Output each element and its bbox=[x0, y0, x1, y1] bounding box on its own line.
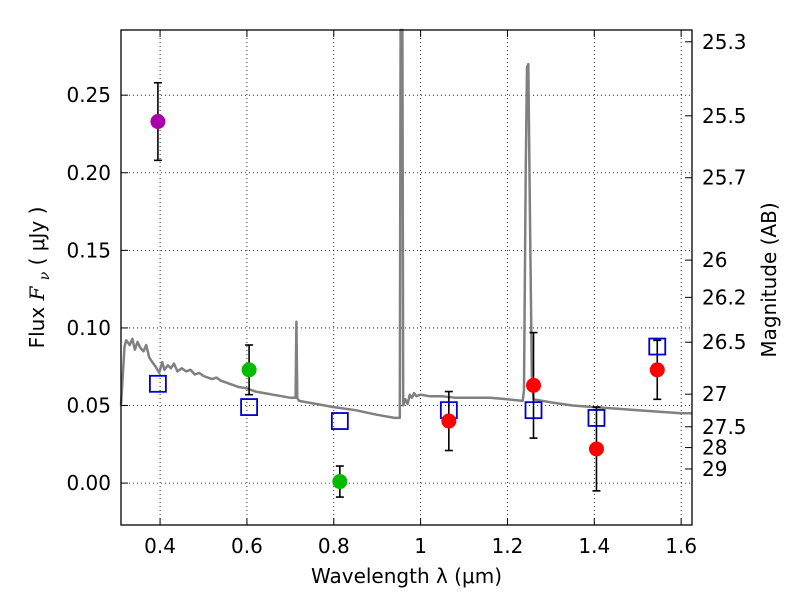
model-square-0 bbox=[149, 374, 167, 393]
axis-ticks: 0.4 0.6 0.8 1 1.2 1.4 1.6 0.00 0.05 0.10 0.15 0.20 0… bbox=[66, 30, 746, 558]
x-tick-label-1: 0.6 bbox=[231, 534, 263, 558]
model-square-5 bbox=[587, 409, 606, 427]
x-tick-label-0: 0.4 bbox=[144, 534, 176, 558]
y-tick-label-5: 0.25 bbox=[66, 83, 111, 107]
right-tick-label-4: 26.2 bbox=[702, 285, 747, 309]
y-tick-label-1: 0.05 bbox=[66, 394, 111, 418]
x-tick-label-2: 0.8 bbox=[318, 534, 350, 558]
observed-point-3 bbox=[441, 413, 457, 429]
observed-point-0 bbox=[150, 114, 166, 130]
y-axis-label-symbol: F bbox=[25, 285, 49, 301]
observed-point-4 bbox=[526, 377, 542, 393]
right-tick-label-9: 29 bbox=[702, 457, 727, 481]
observed-point-2 bbox=[332, 474, 348, 490]
right-tick-label-5: 26.5 bbox=[702, 330, 747, 354]
error-bars bbox=[153, 81, 662, 498]
right-tick-label-8: 28 bbox=[702, 436, 727, 460]
y-tick-label-4: 0.20 bbox=[66, 161, 111, 185]
x-tick-label-3: 1 bbox=[414, 534, 427, 558]
right-tick-label-7: 27.5 bbox=[702, 415, 747, 439]
y-tick-label-3: 0.15 bbox=[66, 238, 111, 262]
x-tick-label-6: 1.6 bbox=[665, 534, 697, 558]
y-tick-label-2: 0.10 bbox=[66, 316, 111, 340]
right-tick-label-3: 26 bbox=[702, 248, 727, 272]
y-tick-label-0: 0.00 bbox=[66, 471, 111, 495]
right-tick-label-0: 25.3 bbox=[702, 30, 747, 54]
plot-frame bbox=[120, 29, 693, 526]
x-tick-label-5: 1.4 bbox=[578, 534, 610, 558]
x-axis-label: Wavelength λ (μm) bbox=[311, 564, 502, 588]
model-square-2 bbox=[330, 412, 349, 430]
data-markers bbox=[149, 114, 667, 490]
y-axis-label-prefix: Flux bbox=[25, 300, 49, 348]
right-tick-label-6: 27 bbox=[702, 382, 727, 406]
observed-point-1 bbox=[241, 362, 257, 378]
model-spectrum-line bbox=[119, 28, 692, 420]
model-square-1 bbox=[240, 398, 258, 416]
model-square-4 bbox=[524, 401, 543, 420]
model-spectrum bbox=[119, 28, 692, 420]
right-tick-label-2: 25.7 bbox=[702, 166, 747, 190]
x-tick-label-4: 1.2 bbox=[492, 534, 524, 558]
y-axis-label-subscript: ν bbox=[37, 271, 53, 280]
y-axis-label-unit: ( μJy ) bbox=[25, 207, 49, 266]
right-tick-label-1: 25.5 bbox=[702, 104, 747, 128]
right-axis-label: Magnitude (AB) bbox=[757, 202, 781, 357]
model-square-6 bbox=[648, 337, 667, 356]
y-axis-label: Flux F ν ( μJy ) bbox=[25, 207, 54, 349]
observed-point-5 bbox=[588, 441, 604, 457]
observed-point-6 bbox=[649, 362, 665, 378]
grid-lines bbox=[121, 30, 692, 525]
